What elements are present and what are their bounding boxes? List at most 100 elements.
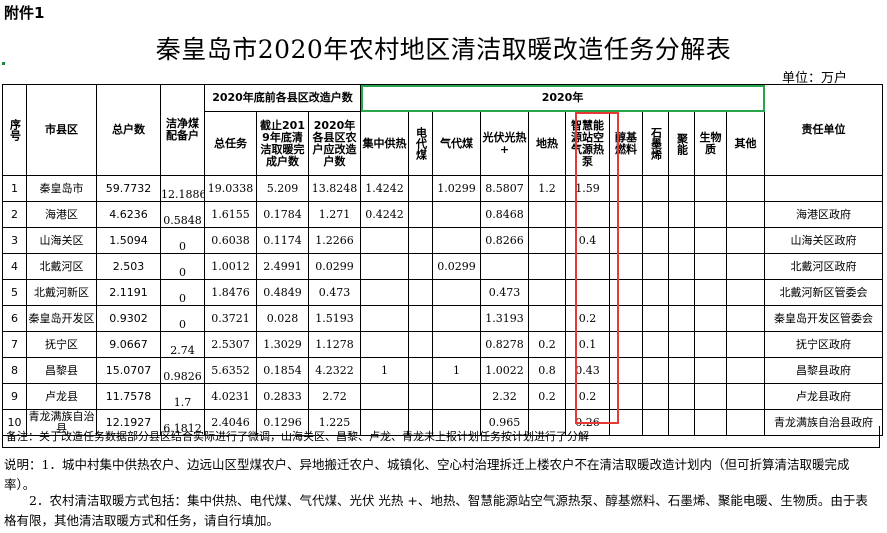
cell-done-2019[interactable]: 5.209 [256,175,309,202]
cell-clean-coal[interactable]: 0 [160,305,205,332]
cell-alcohol[interactable] [609,331,644,358]
cell-geo[interactable] [528,227,567,254]
cell-task-2020[interactable]: 0.0299 [307,253,362,280]
cell-heat-pump[interactable]: 0.1 [565,331,611,358]
cell-task-2020[interactable]: 4.2322 [307,357,362,384]
cell-polymer[interactable] [668,331,696,358]
cell-clean-coal[interactable]: 0.9826 [160,357,205,384]
cell-task-2020[interactable]: 1.5193 [307,305,362,332]
cell-task[interactable]: 19.0338 [204,175,257,202]
cell-district[interactable]: 卢龙县 [26,383,97,410]
cell-graphene[interactable] [642,201,670,228]
cell-graphene[interactable] [642,331,670,358]
cell-done-2019[interactable]: 0.4849 [256,279,309,306]
cell-done-2019[interactable]: 0.1854 [256,357,309,384]
cell-alcohol[interactable] [609,357,644,384]
cell-alcohol[interactable] [609,253,644,280]
cell-other[interactable] [726,175,766,202]
cell-biomass[interactable] [694,253,728,280]
cell-polymer[interactable] [668,279,696,306]
cell-pv[interactable]: 2.32 [480,383,530,410]
cell-electric[interactable] [408,201,434,228]
cell-geo[interactable]: 0.8 [528,357,567,384]
cell-total[interactable]: 2.503 [96,253,161,280]
cell-biomass[interactable] [694,331,728,358]
cell-responsible[interactable] [764,175,884,202]
cell-polymer[interactable] [668,175,696,202]
cell-district[interactable]: 秦皇岛市 [26,175,97,202]
cell-central[interactable] [360,253,410,280]
cell-task[interactable]: 2.4046 [204,409,257,436]
cell-heat-pump[interactable]: 0.2 [565,383,611,410]
cell-responsible[interactable]: 山海关区政府 [764,227,884,254]
cell-district[interactable]: 青龙满族自治县 [26,409,97,436]
cell-biomass[interactable] [694,305,728,332]
cell-alcohol[interactable] [609,383,644,410]
cell-gas[interactable] [432,227,482,254]
cell-alcohol[interactable] [609,201,644,228]
cell-polymer[interactable] [668,305,696,332]
cell-task-2020[interactable]: 1.225 [307,409,362,436]
cell-graphene[interactable] [642,253,670,280]
cell-responsible[interactable]: 北戴河新区管委会 [764,279,884,306]
cell-clean-coal[interactable]: 0 [160,253,205,280]
cell-task-2020[interactable]: 2.72 [307,383,362,410]
cell-done-2019[interactable]: 0.1296 [256,409,309,436]
cell-responsible[interactable]: 海港区政府 [764,201,884,228]
cell-total[interactable]: 11.7578 [96,383,161,410]
cell-electric[interactable] [408,357,434,384]
cell-heat-pump[interactable] [565,253,611,280]
cell-central[interactable] [360,383,410,410]
cell-electric[interactable] [408,383,434,410]
cell-task-2020[interactable]: 1.1278 [307,331,362,358]
cell-pv[interactable]: 0.8278 [480,331,530,358]
cell-alcohol[interactable] [609,227,644,254]
cell-electric[interactable] [408,227,434,254]
cell-heat-pump[interactable] [565,201,611,228]
cell-task[interactable]: 1.0012 [204,253,257,280]
cell-seq[interactable]: 4 [2,253,27,280]
cell-geo[interactable] [528,253,567,280]
cell-polymer[interactable] [668,201,696,228]
cell-pv[interactable]: 1.3193 [480,305,530,332]
cell-responsible[interactable]: 青龙满族自治县政府 [764,409,884,436]
cell-district[interactable]: 北戴河新区 [26,279,97,306]
cell-responsible[interactable]: 北戴河区政府 [764,253,884,280]
cell-clean-coal[interactable]: 1.7 [160,383,205,410]
cell-other[interactable] [726,383,766,410]
cell-heat-pump[interactable] [565,279,611,306]
cell-seq[interactable]: 7 [2,331,27,358]
cell-seq[interactable]: 2 [2,201,27,228]
cell-central[interactable]: 1.4242 [360,175,410,202]
cell-district[interactable]: 北戴河区 [26,253,97,280]
cell-gas[interactable] [432,201,482,228]
cell-geo[interactable]: 0.2 [528,331,567,358]
cell-district[interactable]: 山海关区 [26,227,97,254]
cell-clean-coal[interactable]: 0 [160,227,205,254]
cell-heat-pump[interactable]: 0.4 [565,227,611,254]
cell-task[interactable]: 2.5307 [204,331,257,358]
cell-responsible[interactable]: 卢龙县政府 [764,383,884,410]
cell-electric[interactable] [408,253,434,280]
cell-graphene[interactable] [642,357,670,384]
cell-done-2019[interactable]: 0.2833 [256,383,309,410]
cell-other[interactable] [726,305,766,332]
cell-total[interactable]: 1.5094 [96,227,161,254]
cell-electric[interactable] [408,175,434,202]
cell-electric[interactable] [408,305,434,332]
cell-gas[interactable] [432,383,482,410]
cell-seq[interactable]: 8 [2,357,27,384]
cell-heat-pump[interactable]: 1.59 [565,175,611,202]
cell-biomass[interactable] [694,409,728,436]
cell-total[interactable]: 4.6236 [96,201,161,228]
cell-electric[interactable] [408,279,434,306]
cell-seq[interactable]: 9 [2,383,27,410]
cell-clean-coal[interactable]: 2.74 [160,331,205,358]
cell-geo[interactable] [528,409,567,436]
cell-gas[interactable]: 1.0299 [432,175,482,202]
cell-polymer[interactable] [668,253,696,280]
cell-task-2020[interactable]: 1.271 [307,201,362,228]
cell-seq[interactable]: 1 [2,175,27,202]
cell-alcohol[interactable] [609,409,644,436]
cell-clean-coal[interactable]: 6.1812 [160,409,205,436]
